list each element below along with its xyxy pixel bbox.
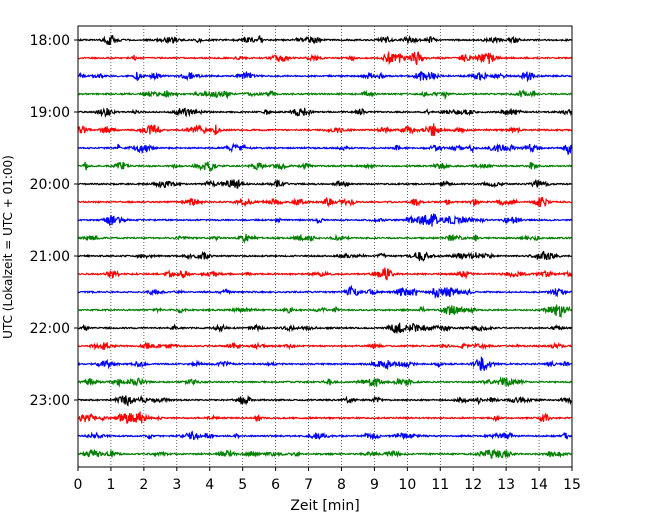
seismogram-trace [77, 213, 573, 228]
x-tick-label: 6 [271, 477, 280, 493]
x-tick-label: 10 [398, 477, 416, 493]
x-tick-label: 1 [106, 477, 115, 493]
seismogram-trace [77, 34, 573, 46]
y-tick-label: 21:00 [30, 249, 70, 265]
seismogram-trace [77, 123, 573, 137]
x-tick-label: 3 [172, 477, 181, 493]
x-tick-label: 2 [139, 477, 148, 493]
x-tick-label: 11 [431, 477, 449, 493]
x-axis-ticks: 0 1 2 3 4 5 6 7 8 9 10 11 12 13 14 15 [74, 467, 581, 493]
seismogram-trace [77, 267, 573, 281]
plot-frame [77, 25, 573, 468]
seismogram-trace [77, 394, 573, 407]
seismogram-traces [77, 34, 573, 459]
x-tick-label: 4 [205, 477, 214, 493]
seismogram-trace [77, 376, 573, 388]
y-tick-label: 19:00 [30, 105, 70, 121]
seismogram-trace [77, 411, 573, 424]
x-tick-label: 9 [370, 477, 379, 493]
seismogram-trace [77, 322, 573, 334]
seismogram-trace [77, 142, 573, 155]
seismogram-trace [78, 304, 573, 319]
x-tick-label: 8 [337, 477, 346, 493]
seismogram-trace [77, 160, 573, 173]
y-tick-label: 22:00 [30, 321, 70, 337]
x-tick-label: 0 [74, 477, 83, 493]
y-tick-label: 23:00 [30, 393, 70, 409]
seismogram-trace [77, 250, 573, 262]
x-tick-label: 15 [563, 477, 581, 493]
y-axis-ticks: 18:00 19:00 20:00 21:00 22:00 23:00 [30, 33, 78, 409]
seismogram-trace [77, 448, 573, 459]
seismogram-trace [77, 430, 573, 441]
seismogram-trace [78, 107, 573, 118]
seismogram-trace [77, 88, 573, 101]
seismogram-trace [77, 196, 573, 208]
x-tick-label: 12 [464, 477, 482, 493]
y-tick-label: 18:00 [30, 33, 70, 49]
y-tick-label: 20:00 [30, 177, 70, 193]
y-axis-title: UTC (Lokalzeit = UTC + 01:00) [1, 155, 15, 339]
seismogram-trace [77, 341, 573, 351]
seismogram-trace [77, 284, 573, 300]
seismogram-trace [77, 178, 573, 189]
x-tick-label: 5 [238, 477, 247, 493]
seismogram-trace [77, 50, 572, 66]
x-tick-label: 7 [304, 477, 313, 493]
x-tick-label: 14 [530, 477, 548, 493]
x-axis-title: Zeit [min] [290, 498, 359, 514]
seismogram-trace [77, 233, 573, 245]
seismogram-trace [77, 356, 573, 372]
x-tick-label: 13 [497, 477, 515, 493]
seismogram-trace [77, 70, 573, 83]
